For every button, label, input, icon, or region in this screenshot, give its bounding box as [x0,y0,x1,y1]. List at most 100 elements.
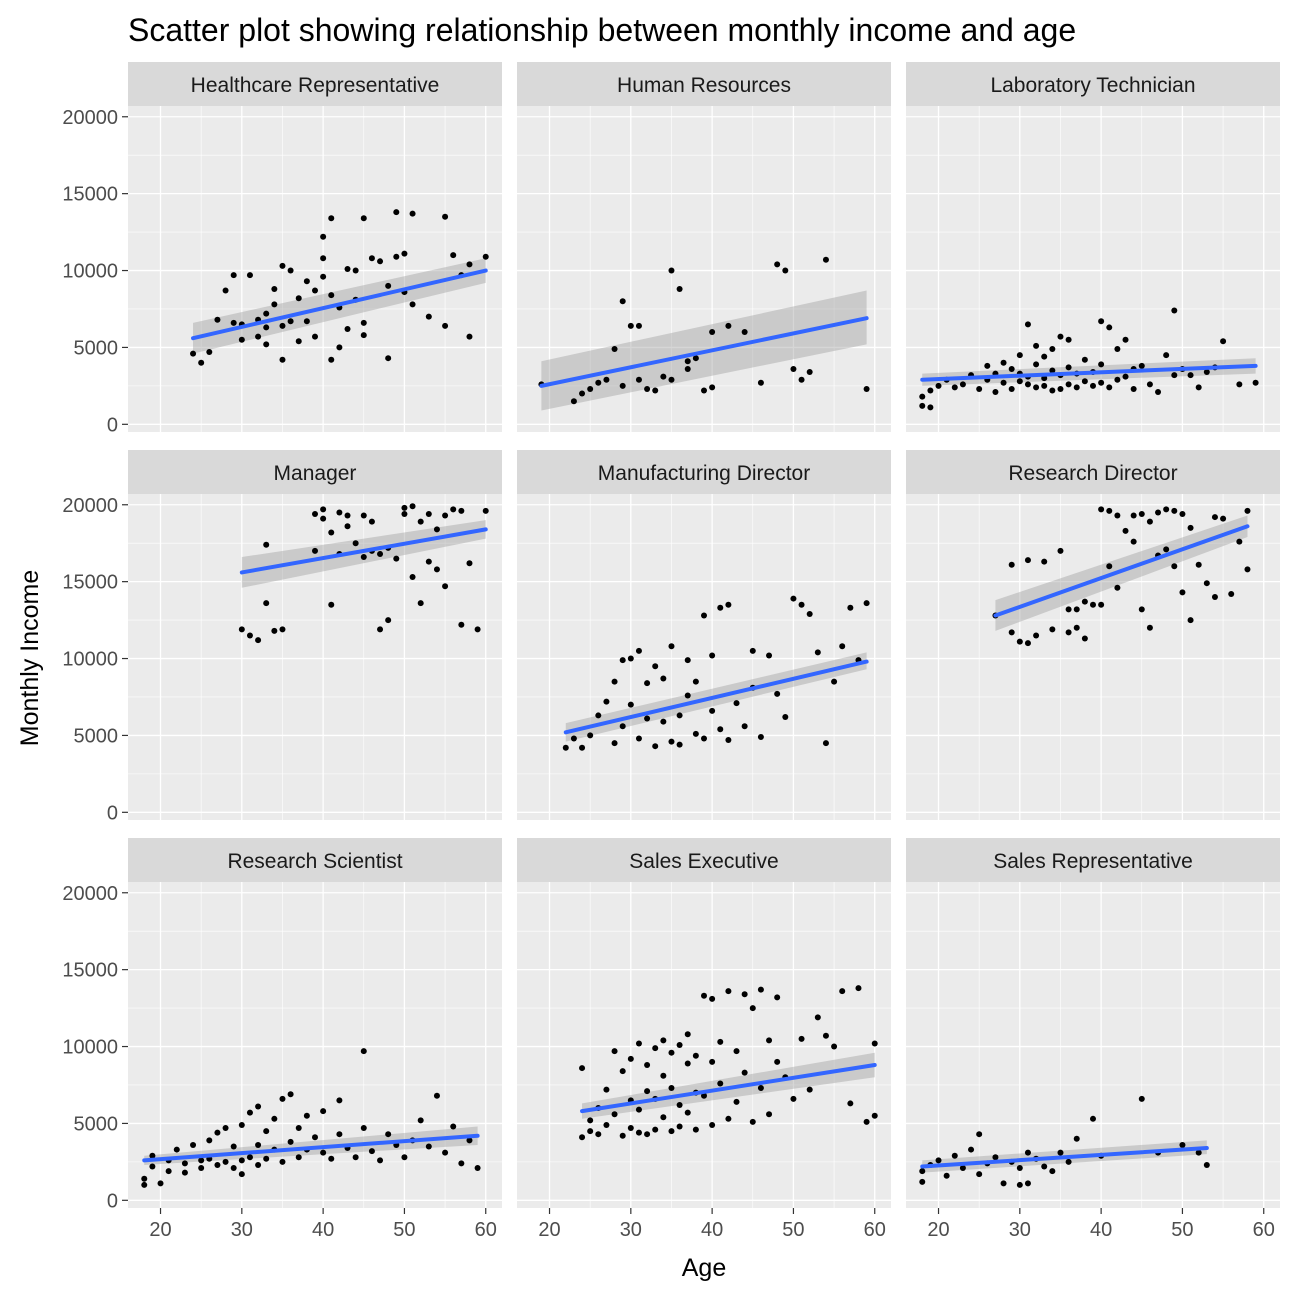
data-point [198,1157,205,1164]
trend-line [580,1062,877,1114]
data-point [790,1095,797,1102]
data-point [214,1129,221,1136]
data-point [409,574,416,581]
data-point [603,698,610,705]
facet-manufacturing-director: Manufacturing Director [517,450,891,820]
x-tick-label: 20 [538,1219,560,1241]
data-point [1057,333,1064,340]
data-point [1000,359,1007,366]
data-point [709,1121,716,1128]
data-point [336,1097,343,1104]
data-point [312,1134,318,1141]
data-point [1033,632,1040,639]
data-point [368,518,375,525]
data-point [271,1115,278,1122]
data-point [831,678,838,685]
data-point [165,1168,172,1175]
data-point [246,272,253,279]
data-point [230,1143,237,1150]
data-point [806,1086,813,1093]
data-point [279,356,286,363]
data-point [774,261,781,268]
x-tick-label: 60 [475,1219,497,1241]
data-point [263,341,270,348]
x-tick-label: 40 [1090,1219,1112,1241]
data-point [230,319,237,326]
data-point [157,1180,164,1187]
data-point [1081,598,1088,605]
data-point [1114,512,1121,519]
data-point [377,550,384,557]
data-point [442,1149,449,1156]
data-point [1081,356,1088,363]
data-point [692,730,699,737]
data-point [1081,635,1088,642]
x-tick-label: 30 [231,1219,253,1241]
data-point [822,740,829,747]
data-point [425,313,432,320]
data-point [984,362,991,369]
facet-strip-label: Manufacturing Director [598,462,810,485]
data-point [766,652,773,659]
data-point [393,253,400,260]
data-point [627,701,634,708]
data-point [1049,367,1056,374]
data-point [603,1121,610,1128]
data-point [214,316,221,323]
data-point [619,723,626,730]
data-point [1016,1165,1023,1172]
data-point [676,1042,683,1048]
data-point [190,1141,197,1148]
data-point [458,621,465,628]
facet-laboratory-technician: Laboratory Technician [906,62,1280,432]
data-point [652,1126,659,1133]
facet-strip [517,450,891,494]
facet-research-scientist: Research Scientist [128,838,502,1208]
data-point [992,1154,999,1161]
data-point [1057,547,1064,554]
data-point [360,332,367,339]
data-point [1146,518,1153,525]
data-point [181,1169,188,1176]
data-point [774,994,781,1001]
data-point [320,515,327,522]
data-point [1211,594,1218,601]
data-point [1016,352,1023,359]
data-point [919,1178,926,1185]
data-point [360,1125,367,1132]
data-point [1057,385,1064,392]
data-point [709,707,716,714]
data-point [709,995,716,1002]
data-point [757,986,764,993]
data-point [1016,1181,1023,1188]
x-tick-label: 30 [620,1219,642,1241]
data-point [344,523,351,530]
data-point [271,627,278,634]
data-point [466,1137,473,1144]
data-point [806,369,813,376]
data-point [1138,606,1145,613]
data-point [814,1014,821,1021]
trend-line [993,524,1250,618]
data-point [214,1161,221,1168]
data-point [668,738,675,745]
data-point [644,1131,651,1138]
data-point [863,1118,870,1125]
data-point [579,1065,586,1072]
y-tick-label: 20000 [62,107,118,129]
data-point [579,744,586,751]
data-point [1065,364,1072,371]
data-point [320,1108,327,1115]
data-point [393,555,400,562]
data-point [320,255,327,262]
data-point [279,262,286,269]
y-tick-label: 5000 [74,725,119,747]
data-point [660,1114,667,1121]
data-point [303,278,310,285]
data-point [1033,361,1040,368]
data-point [328,356,335,363]
data-point [1073,624,1080,631]
facet-panel [128,882,502,1208]
facet-healthcare-representative: Healthcare Representative [128,62,502,432]
